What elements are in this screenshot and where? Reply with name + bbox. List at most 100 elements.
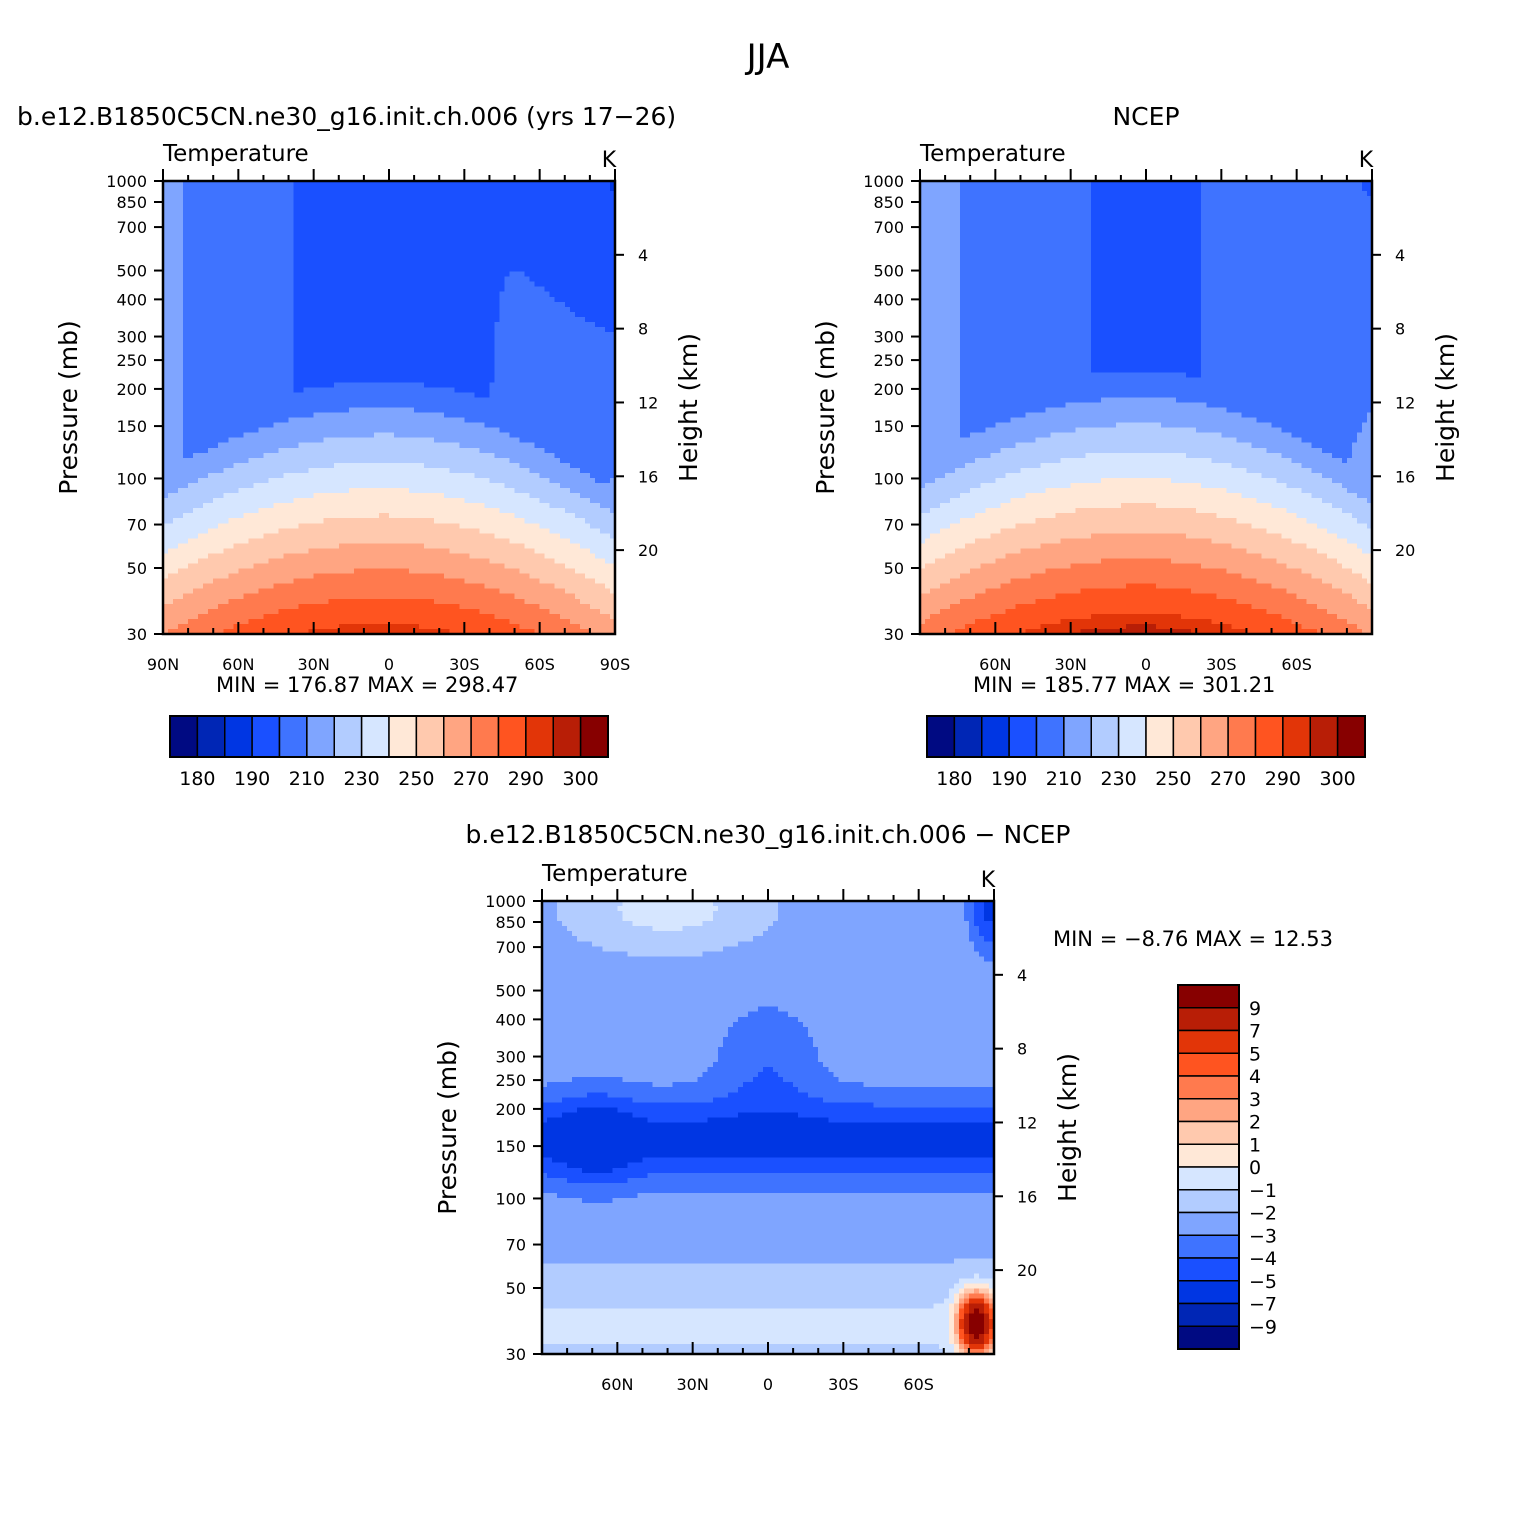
model-field-cell xyxy=(233,337,239,343)
model-field-cell xyxy=(348,251,355,258)
model-field-cell xyxy=(338,261,345,268)
model-field-cell xyxy=(268,342,275,348)
model-field-cell xyxy=(193,266,199,273)
model-field-cell xyxy=(574,407,581,414)
model-field-cell xyxy=(243,181,249,187)
model-field-cell xyxy=(328,276,335,283)
model-field-cell xyxy=(499,291,506,298)
model-field-cell xyxy=(394,326,400,333)
model-field-cell xyxy=(313,311,320,318)
model-field-cell xyxy=(318,457,325,464)
model-field-cell xyxy=(564,437,571,444)
model-field-cell xyxy=(524,221,531,227)
model-field-cell xyxy=(188,457,194,464)
model-field-cell xyxy=(449,241,455,248)
model-field-cell xyxy=(198,291,204,298)
model-field-cell xyxy=(383,452,390,459)
model-field-cell xyxy=(288,226,295,232)
model-field-cell xyxy=(188,437,194,444)
model-field-cell xyxy=(389,316,395,323)
model-field-cell xyxy=(564,382,571,388)
model-field-cell xyxy=(223,291,229,298)
model-field-cell xyxy=(303,281,310,288)
model-field-cell xyxy=(559,231,566,237)
model-field-cell xyxy=(519,296,526,303)
model-field-cell xyxy=(163,231,169,237)
model-field-cell xyxy=(589,301,596,308)
model-field-cell xyxy=(263,211,270,217)
model-field-cell xyxy=(253,417,260,424)
model-field-cell xyxy=(248,377,254,383)
model-field-cell xyxy=(238,261,244,268)
model-field-cell xyxy=(444,372,450,378)
model-field-cell xyxy=(419,301,425,308)
model-field-cell xyxy=(213,442,219,449)
model-field-cell xyxy=(404,316,410,323)
model-field-cell xyxy=(323,387,330,393)
model-field-cell xyxy=(479,342,486,348)
model-field-cell xyxy=(499,332,506,338)
model-field-cell xyxy=(348,296,355,303)
model-field-cell xyxy=(564,377,571,383)
model-field-cell xyxy=(584,241,591,248)
model-field-cell xyxy=(358,191,365,197)
model-field-cell xyxy=(328,196,335,202)
model-field-cell xyxy=(424,246,430,253)
model-field-cell xyxy=(444,447,450,454)
model-field-cell xyxy=(248,457,254,464)
model-field-cell xyxy=(328,442,335,449)
model-field-cell xyxy=(594,251,601,258)
model-field-cell xyxy=(313,372,320,378)
model-field-cell xyxy=(489,382,496,388)
model-field-cell xyxy=(409,246,415,253)
model-field-cell xyxy=(609,281,616,288)
model-field-cell xyxy=(348,231,355,237)
model-field-cell xyxy=(208,181,214,187)
model-field-cell xyxy=(173,326,179,333)
model-field-cell xyxy=(449,281,455,288)
model-field-cell xyxy=(484,452,491,459)
model-field-cell xyxy=(363,402,370,409)
model-field-cell xyxy=(343,397,350,404)
model-field-cell xyxy=(373,201,380,207)
model-field-cell xyxy=(399,256,405,263)
model-field-cell xyxy=(248,271,254,278)
model-field-cell xyxy=(323,216,330,222)
model-field-cell xyxy=(193,412,199,419)
model-field-cell xyxy=(514,347,521,353)
model-field-cell xyxy=(609,206,616,212)
model-field-cell xyxy=(373,296,380,303)
model-field-cell xyxy=(609,432,616,439)
model-field-cell xyxy=(253,422,260,429)
model-field-cell xyxy=(479,216,486,222)
model-field-cell xyxy=(383,221,390,227)
model-field-cell xyxy=(409,196,415,202)
model-field-cell xyxy=(233,291,239,298)
model-field-cell xyxy=(333,231,340,237)
model-field-cell xyxy=(283,402,290,409)
model-field-cell xyxy=(228,306,234,313)
model-field-cell xyxy=(223,382,229,388)
model-field-cell xyxy=(569,372,576,378)
model-field-cell xyxy=(399,362,405,368)
model-field-cell xyxy=(183,281,189,288)
model-field-cell xyxy=(609,306,616,313)
model-field-cell xyxy=(409,296,415,303)
model-field-cell xyxy=(288,186,295,192)
model-field-cell xyxy=(484,261,491,268)
model-field-cell xyxy=(308,437,315,444)
model-field-cell xyxy=(258,357,265,363)
model-field-cell xyxy=(358,407,365,414)
model-field-cell xyxy=(198,452,204,459)
model-field-cell xyxy=(233,186,239,192)
model-field-cell xyxy=(193,186,199,192)
model-field-cell xyxy=(333,332,340,338)
model-field-cell xyxy=(208,352,214,358)
model-field-cell xyxy=(338,412,345,419)
model-field-cell xyxy=(544,372,551,378)
model-field-cell xyxy=(474,412,480,419)
model-field-cell xyxy=(594,291,601,298)
model-field-cell xyxy=(394,377,400,383)
model-field-cell xyxy=(358,226,365,232)
model-field-cell xyxy=(454,256,460,263)
